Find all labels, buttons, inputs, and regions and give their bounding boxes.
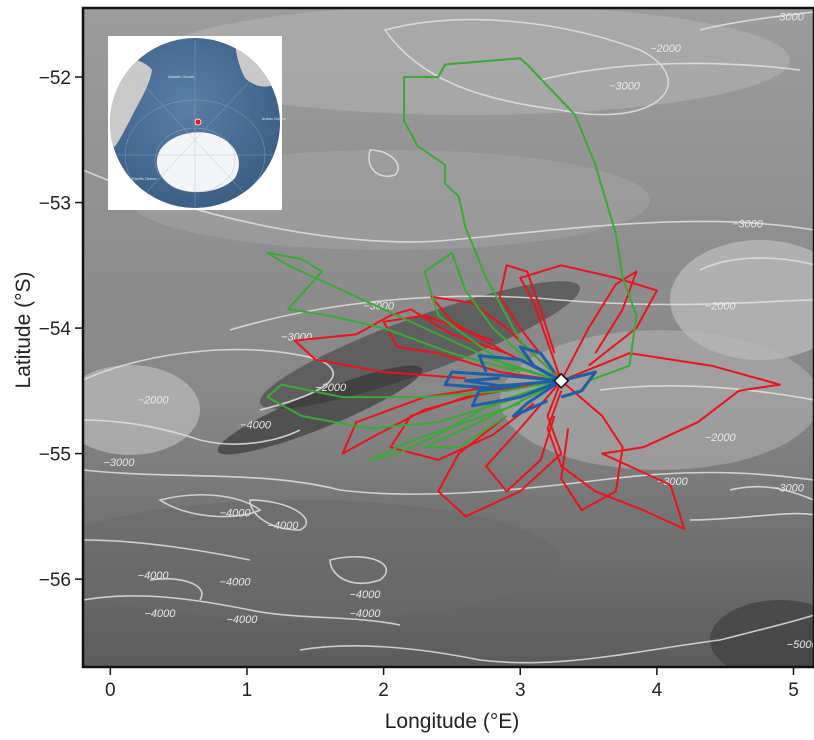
green-track <box>403 57 638 382</box>
green-track <box>266 379 562 430</box>
contour-label: −4000 <box>267 520 299 532</box>
contour-label: −3000 <box>773 12 805 24</box>
antarctica-shape <box>156 132 239 193</box>
inset-globe-map: Atlantic Ocean Indian Ocean Pacific Ocea… <box>108 36 286 210</box>
y-tick-label: −56 <box>39 570 71 591</box>
x-tick-label: 3 <box>515 680 526 701</box>
red-track <box>560 270 638 382</box>
y-tick-label: −53 <box>39 194 71 215</box>
contour-label: −2000 <box>650 43 682 55</box>
foraging-tracks <box>266 57 781 530</box>
contour-label: −4000 <box>349 608 381 620</box>
red-track <box>485 380 562 493</box>
y-tick-label: −52 <box>39 68 71 89</box>
contour-labels: −2000 −3000 −3000 −3000 −2000 −3000 −3000 −2000… <box>103 12 814 689</box>
blue-track <box>464 376 562 388</box>
contour-label: −2000 <box>705 432 737 444</box>
x-tick-label: 4 <box>652 680 663 701</box>
red-track <box>498 264 562 382</box>
x-tick-label: 1 <box>242 680 253 701</box>
green-track <box>368 379 562 461</box>
contour-label: −4000 <box>144 608 176 620</box>
green-track <box>266 251 562 382</box>
contour-label: −2000 <box>138 394 170 406</box>
y-axis-title: Latitude (°S) <box>12 272 35 389</box>
contour-label: −3000 <box>732 219 764 231</box>
contour-label: −3000 <box>773 482 805 494</box>
contour-label: −4000 <box>220 576 252 588</box>
red-track <box>519 264 658 382</box>
contour-label: −2000 <box>705 300 737 312</box>
colony-marker <box>553 372 570 389</box>
red-track <box>382 314 562 382</box>
blue-track <box>443 370 562 390</box>
red-track <box>546 352 781 530</box>
contour-label: −4000 <box>349 589 381 601</box>
colony-diamond <box>553 372 570 389</box>
green-track <box>423 379 562 449</box>
red-track <box>560 380 624 512</box>
red-track <box>430 295 562 382</box>
x-tick-label: 0 <box>105 680 116 701</box>
inset-label-indian: Indian Ocean <box>262 116 286 121</box>
contour-label: −3000 <box>103 457 135 469</box>
contour-label: −3000 <box>609 81 641 93</box>
x-axis-ticks: 0 1 2 3 4 5 <box>105 667 799 701</box>
blue-track <box>511 379 563 418</box>
contour-label: −3000 <box>281 332 313 344</box>
y-tick-label: −54 <box>39 319 72 340</box>
red-track <box>437 380 563 518</box>
blue-track <box>560 370 597 399</box>
plot-frame <box>81 6 814 669</box>
y-axis-ticks: −52 −53 −54 −55 −56 <box>39 68 83 591</box>
x-axis-title: Longitude (°E) <box>385 710 519 733</box>
contour-label: −4000 <box>220 507 252 519</box>
x-tick-label: 5 <box>788 680 799 701</box>
blue-track <box>470 379 562 408</box>
y-tick-label: −55 <box>39 445 71 466</box>
inset-label-pacific: Pacific Ocean <box>132 176 157 181</box>
contour-label: −4000 <box>226 614 258 626</box>
contour-label: −3000 <box>657 476 689 488</box>
red-track <box>389 379 562 461</box>
x-tick-label: 2 <box>378 680 389 701</box>
contour-label: −4000 <box>138 570 170 582</box>
contour-label: −4000 <box>459 677 491 689</box>
contour-label: −4000 <box>240 420 272 432</box>
blue-track <box>518 345 562 383</box>
inset-label-atlantic: Atlantic Ocean <box>168 74 194 79</box>
study-site-marker <box>194 118 202 126</box>
contour-label: −2000 <box>315 382 347 394</box>
